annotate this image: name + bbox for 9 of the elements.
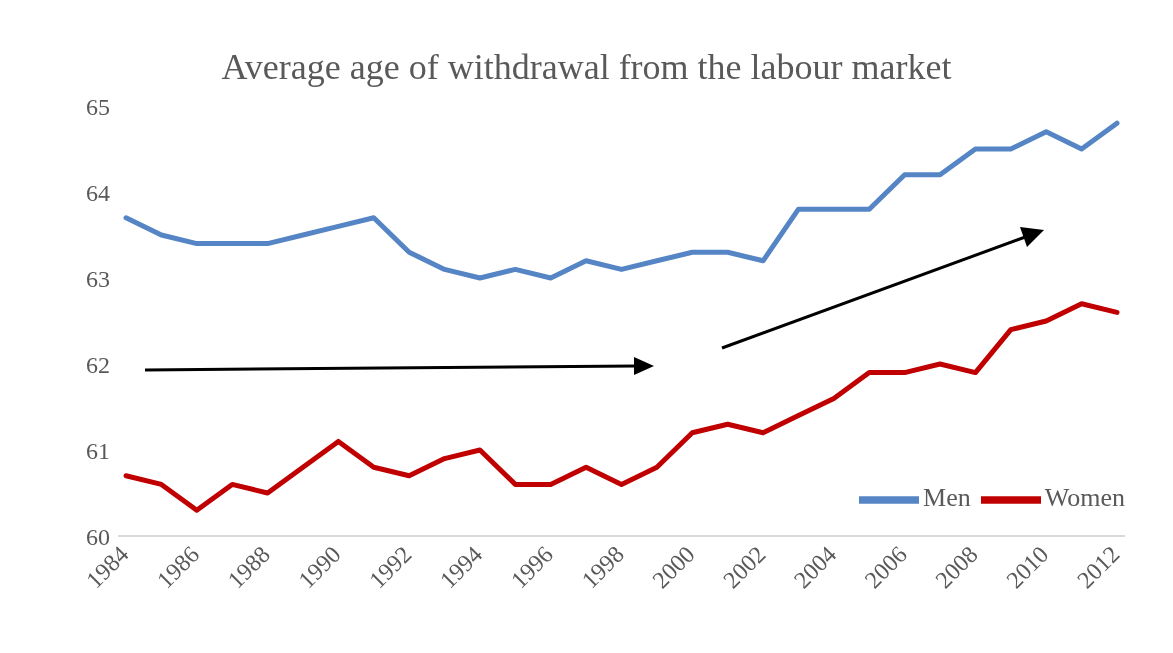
legend-label: Men [923,482,971,512]
y-tick-label: 65 [86,93,110,120]
y-tick-label: 63 [86,265,110,292]
y-tick-label: 64 [86,179,110,206]
y-tick-label: 61 [86,437,110,464]
legend-label: Women [1044,482,1125,512]
y-tick-label: 60 [86,523,110,550]
y-tick-label: 62 [86,351,110,378]
chart-title: Average age of withdrawal from the labour market [220,46,953,88]
